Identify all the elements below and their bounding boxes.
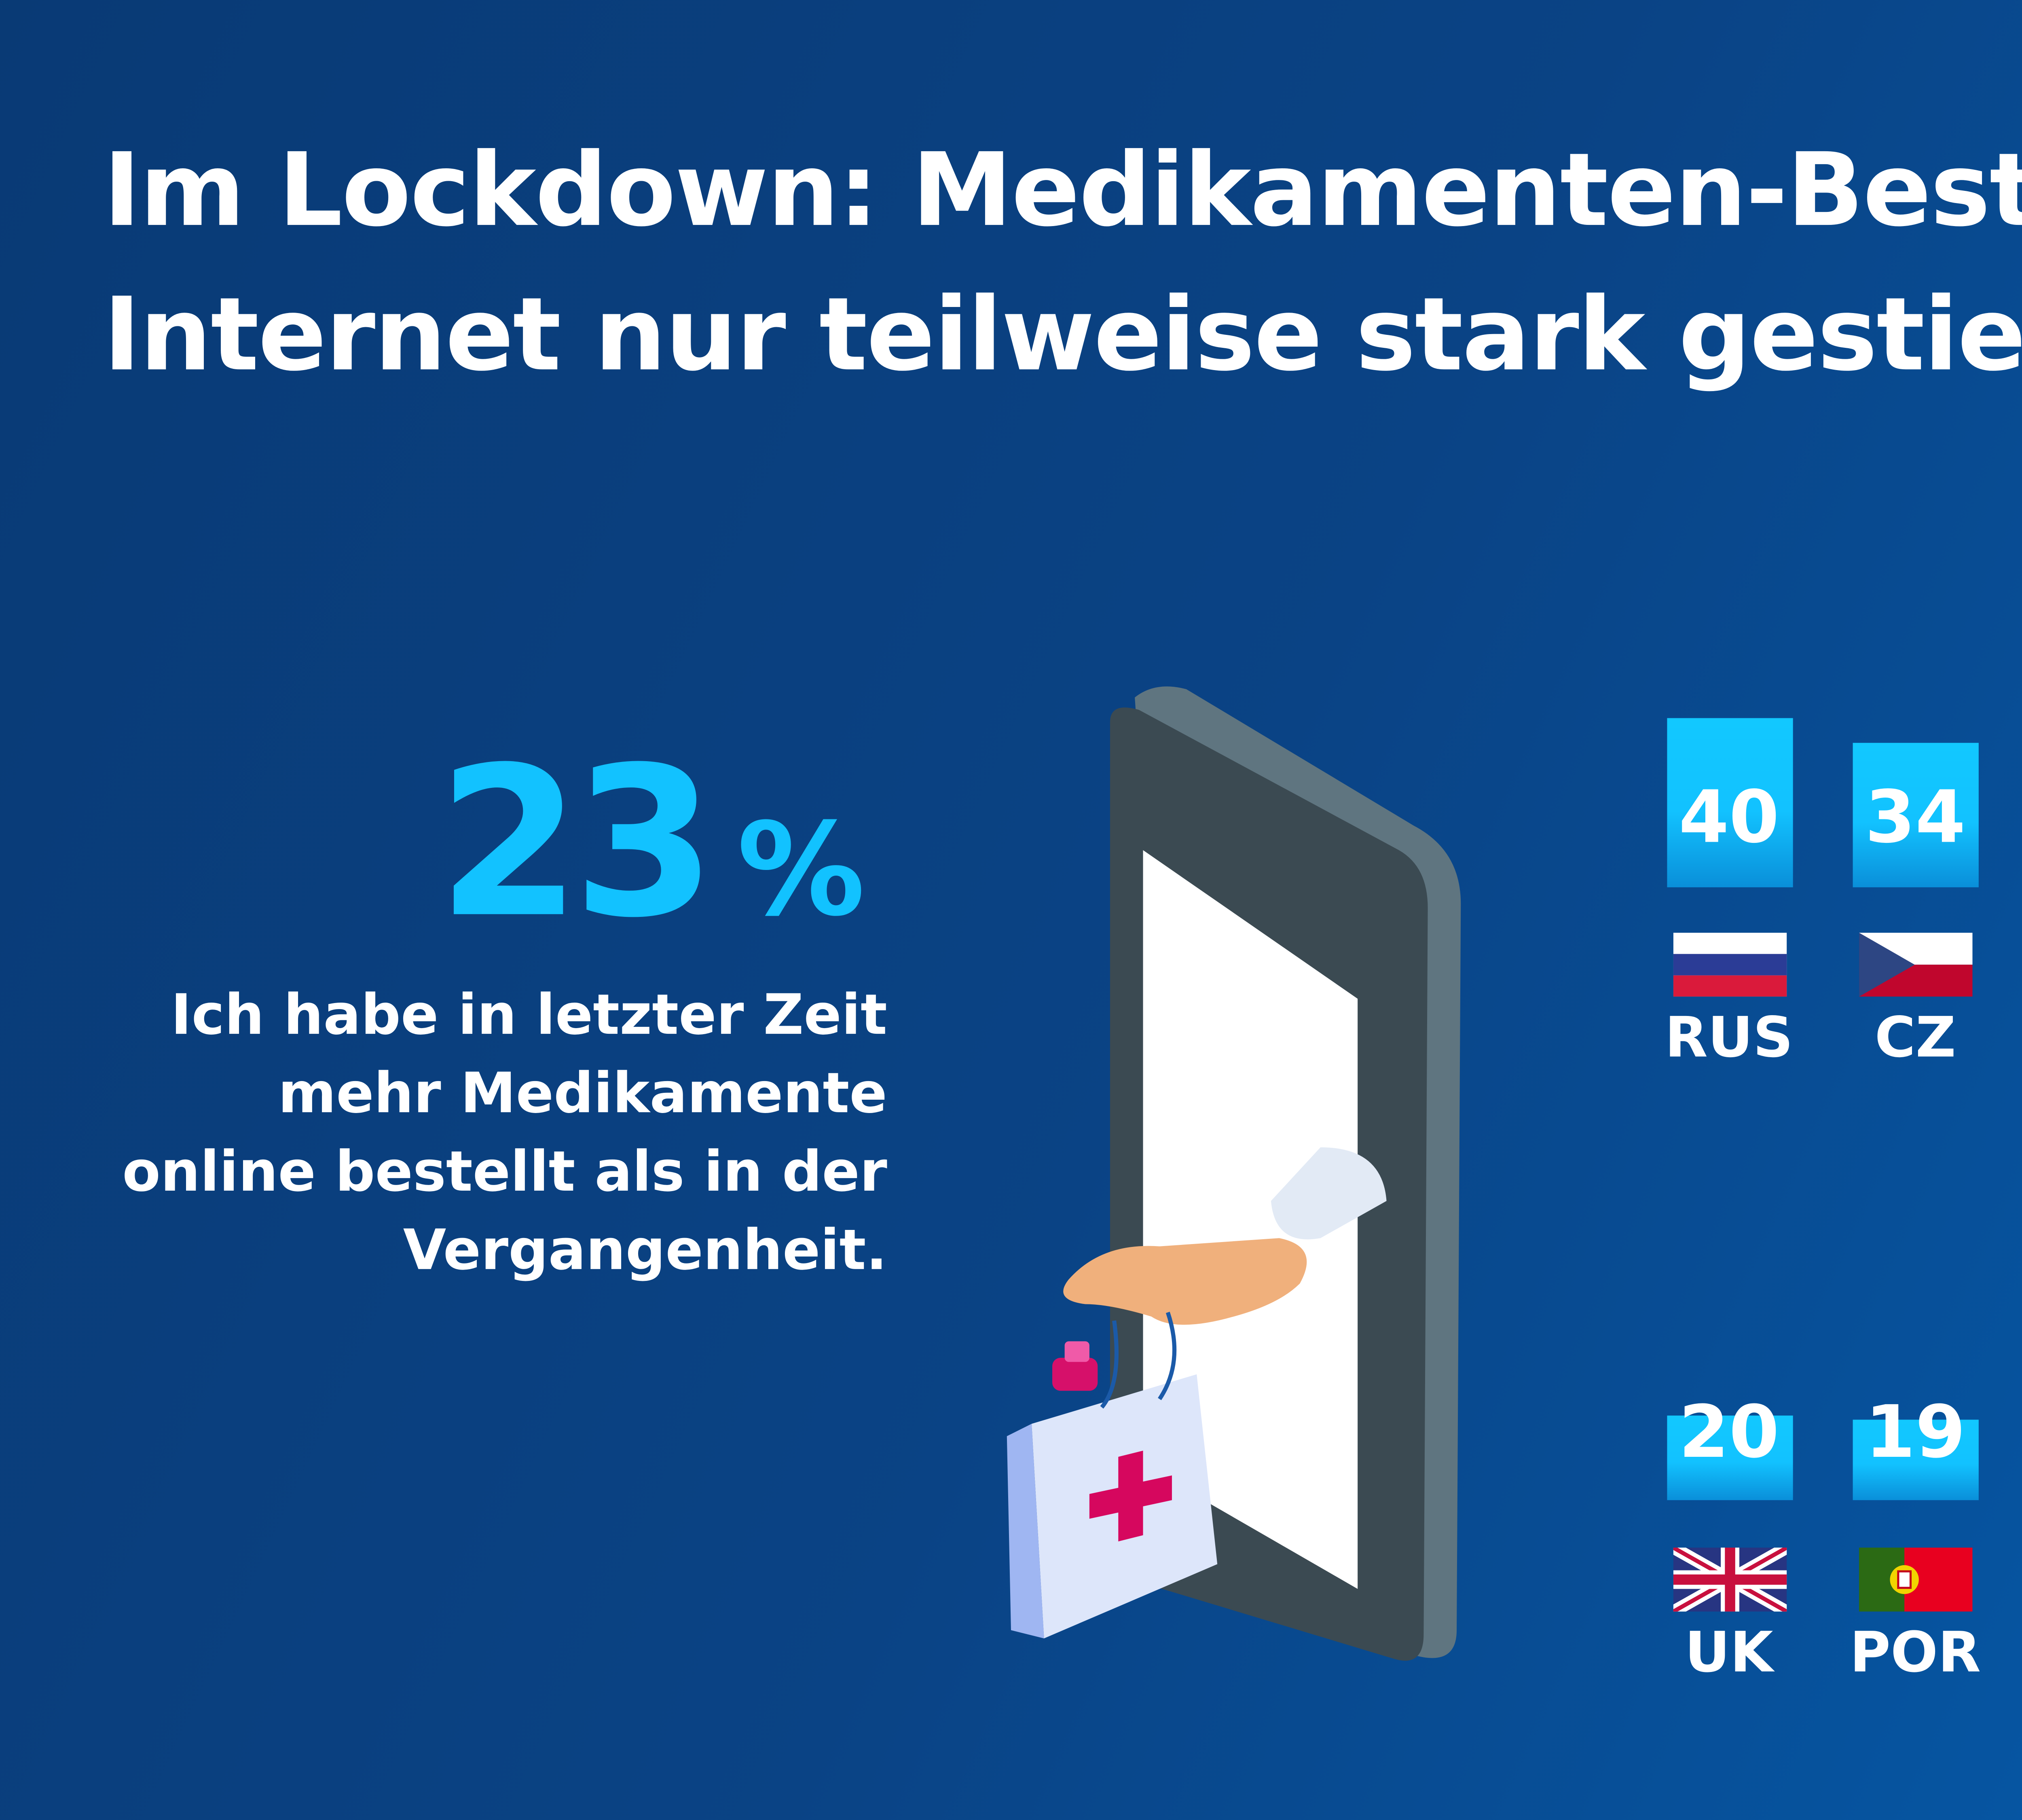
value-label: 34 bbox=[2009, 778, 2022, 860]
medicine-bag-icon bbox=[1007, 1312, 1218, 1639]
bar-rus bbox=[1666, 718, 1792, 887]
flag-czechia-icon bbox=[1858, 933, 1972, 997]
country-label: ESP bbox=[2009, 1622, 2022, 1686]
title-line-2: Internet nur teilweise stark gestiegen. bbox=[103, 276, 2022, 394]
country-label: UK bbox=[1685, 1622, 1773, 1686]
bar-por bbox=[1852, 1420, 1978, 1500]
flag-portugal-icon bbox=[1858, 1547, 1972, 1612]
value-label: 40 bbox=[1679, 778, 1779, 861]
percent-sign: % bbox=[737, 794, 865, 945]
highlight-statement: Ich habe in letzter Zeit mehr Medikament… bbox=[122, 984, 887, 1284]
value-label: 19 bbox=[1865, 1393, 1966, 1475]
flag-russia-icon bbox=[1672, 933, 1786, 997]
value-label: 34 bbox=[1865, 778, 1966, 861]
country-label: CZ bbox=[1874, 1007, 1956, 1071]
page-title: Im Lockdown: Medikamenten-Bestellung im … bbox=[103, 120, 2022, 423]
country-label: POL bbox=[2009, 1007, 2022, 1071]
title-line-1: Im Lockdown: Medikamenten-Bestellung im bbox=[103, 132, 2022, 250]
flag-united-kingdom-icon bbox=[1672, 1547, 1786, 1612]
bar-uk bbox=[1666, 1415, 1792, 1500]
country-label: POR bbox=[1850, 1622, 1981, 1686]
value-label: 20 bbox=[1679, 1393, 1779, 1475]
highlight-percentage: 23% bbox=[438, 722, 865, 964]
highlight-value: 23 bbox=[437, 722, 717, 964]
bar-cz bbox=[1852, 743, 1978, 887]
country-label: RUS bbox=[1665, 1007, 1794, 1071]
phone-pharmacy-illustration bbox=[1007, 686, 1461, 1661]
value-label: 19 bbox=[2009, 1393, 2022, 1475]
hand-icon bbox=[1063, 1147, 1387, 1325]
